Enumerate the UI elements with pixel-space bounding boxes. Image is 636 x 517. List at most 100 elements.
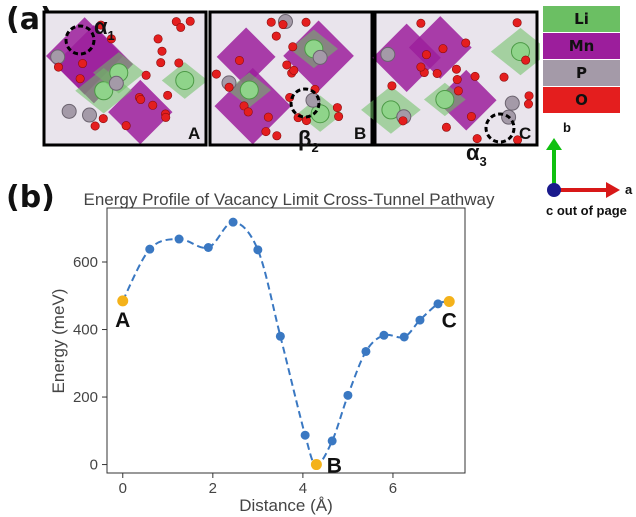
o-atom [224, 82, 234, 92]
data-point [399, 332, 409, 342]
vacancy-site-circle [289, 87, 321, 119]
o-atom [282, 60, 292, 70]
endpoint-label-b: B [327, 455, 342, 478]
crystal-panel-2: Bβ2 [208, 10, 374, 155]
mn-octahedron [435, 69, 497, 131]
o-atom [438, 44, 448, 54]
data-point [361, 346, 371, 356]
o-atom [271, 31, 281, 41]
p-atom [82, 107, 98, 123]
o-atom [524, 91, 534, 101]
legend-item-p: P [543, 60, 620, 86]
o-atom [78, 59, 88, 69]
y-tick-label: 400 [73, 322, 98, 339]
o-atom [141, 70, 151, 80]
o-atom [452, 75, 462, 85]
crystal-panel-1: Aα1 [42, 10, 208, 147]
x-tick-label: 4 [299, 480, 307, 497]
o-atom [421, 50, 431, 60]
energy-curve [121, 221, 450, 466]
endpoint-marker-b [310, 459, 322, 471]
b-axis-arrowhead [546, 138, 562, 150]
data-point [145, 244, 155, 254]
o-atom [90, 121, 100, 131]
o-atom [332, 103, 342, 113]
o-atom [512, 18, 522, 28]
o-atom [466, 112, 476, 122]
data-point [253, 245, 263, 255]
o-atom [387, 81, 397, 91]
o-atom [243, 107, 253, 117]
c-axis-dot [547, 183, 561, 197]
o-atom [211, 69, 221, 79]
crystal-panel-border [208, 10, 374, 147]
o-atom [521, 55, 531, 65]
x-tick-label: 2 [209, 480, 217, 497]
mn-octahedron [216, 27, 276, 87]
o-atom [432, 68, 442, 78]
c-axis-label: c out of page [546, 203, 627, 218]
y-tick-label: 0 [90, 457, 98, 474]
x-tick-label: 0 [119, 480, 127, 497]
plot-frame [106, 207, 466, 474]
crystal-panel-border [42, 10, 208, 147]
x-axis-label: Distance (Å) [239, 496, 333, 515]
legend-item-mn: Mn [543, 33, 620, 59]
energy-profile-chart: Energy Profile of Vacancy Limit Cross-Tu… [49, 190, 495, 515]
o-atom [156, 58, 166, 68]
o-atom [266, 17, 276, 27]
o-atom [136, 95, 146, 105]
endpoint-marker-c [443, 296, 455, 308]
o-atom [301, 17, 311, 27]
data-point [203, 242, 213, 252]
o-atom [451, 64, 461, 74]
o-atom [470, 71, 480, 81]
p-atom [108, 75, 124, 91]
y-tick-label: 600 [73, 254, 98, 271]
o-atom [163, 90, 173, 100]
data-point [327, 436, 337, 446]
p-atom [50, 49, 66, 65]
element-legend: Li Mn P O [543, 6, 620, 114]
li-atom [175, 70, 195, 90]
vacancy-site-circle [484, 112, 516, 144]
o-atom [289, 65, 299, 75]
crystal-panel-3: Cα3 [361, 10, 540, 169]
o-atom [416, 62, 426, 72]
o-atom [157, 46, 167, 56]
site-label: α3 [466, 140, 487, 169]
site-label: α1 [94, 14, 115, 43]
p-atom [61, 103, 77, 119]
corner-label-c: C [519, 124, 531, 143]
o-atom [234, 55, 244, 65]
o-atom [153, 34, 163, 44]
data-point [275, 331, 285, 341]
li-atom [381, 100, 401, 120]
y-tick-label: 200 [73, 389, 98, 406]
site-label: β2 [298, 126, 319, 155]
p-atom [504, 95, 520, 111]
li-atom [435, 89, 455, 109]
endpoint-marker-a [117, 295, 129, 307]
o-atom [121, 121, 131, 131]
endpoint-label-c: C [442, 310, 457, 333]
x-tick-label: 6 [389, 480, 397, 497]
o-atom [523, 99, 533, 109]
data-point [228, 217, 238, 227]
o-atom [75, 74, 85, 84]
o-atom [185, 16, 195, 26]
data-point [300, 430, 310, 440]
o-atom [174, 58, 184, 68]
o-atom [261, 127, 271, 137]
o-atom [176, 22, 186, 32]
o-atom [416, 18, 426, 28]
y-axis-label: Energy (meV) [49, 289, 68, 394]
crystal-axes-indicator: b a [546, 120, 633, 198]
a-axis-arrowhead [606, 182, 620, 198]
o-atom [98, 114, 108, 124]
a-axis-label: a [625, 182, 633, 197]
o-atom [441, 122, 451, 132]
panel-b-tag: (b) [6, 180, 55, 215]
vacancy-site-circle [64, 24, 96, 56]
data-point [379, 330, 389, 340]
